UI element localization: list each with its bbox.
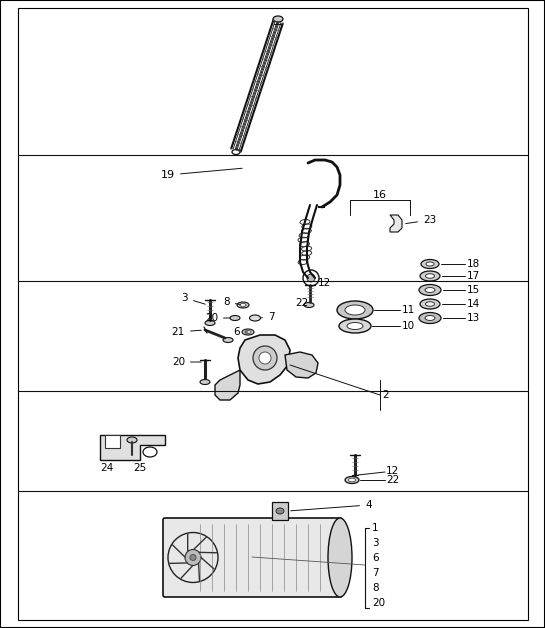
Polygon shape [390,215,402,232]
Ellipse shape [425,315,435,320]
Ellipse shape [127,437,137,443]
Ellipse shape [200,379,210,384]
Ellipse shape [245,330,251,333]
Text: 6: 6 [372,553,379,563]
Ellipse shape [425,288,435,293]
Text: 22: 22 [295,298,308,308]
Ellipse shape [242,329,254,335]
Text: 13: 13 [467,313,480,323]
Ellipse shape [419,284,441,296]
Ellipse shape [205,320,215,325]
Text: 7: 7 [261,312,275,322]
Text: 17: 17 [467,271,480,281]
Ellipse shape [304,303,314,308]
Text: 1: 1 [372,523,379,533]
Polygon shape [215,370,240,400]
Ellipse shape [223,337,233,342]
Text: 20: 20 [372,598,385,608]
Text: 8: 8 [372,583,379,593]
Ellipse shape [185,550,201,565]
Ellipse shape [420,271,440,281]
Ellipse shape [230,315,240,320]
Text: 14: 14 [467,299,480,309]
Ellipse shape [345,305,365,315]
Ellipse shape [337,301,373,319]
Ellipse shape [276,508,284,514]
Ellipse shape [237,302,249,308]
Ellipse shape [347,323,363,330]
Ellipse shape [303,270,319,286]
Bar [272,502,288,520]
Text: 25: 25 [133,463,146,473]
Ellipse shape [328,518,352,597]
Ellipse shape [143,447,157,457]
Polygon shape [285,352,318,378]
FancyBboxPatch shape [163,518,342,597]
Text: 20: 20 [205,313,230,323]
Text: 23: 23 [405,215,436,225]
Text: 16: 16 [373,190,387,200]
Text: 3: 3 [181,293,205,304]
Ellipse shape [190,555,196,561]
Text: 12: 12 [386,466,399,476]
Ellipse shape [250,315,261,321]
Ellipse shape [426,274,434,278]
Text: 15: 15 [467,285,480,295]
Text: 22: 22 [386,475,399,485]
Text: 7: 7 [372,568,379,578]
Text: 2: 2 [382,390,389,400]
Ellipse shape [232,149,240,154]
Ellipse shape [345,477,359,484]
Polygon shape [100,435,165,460]
Ellipse shape [339,319,371,333]
Ellipse shape [420,299,440,309]
Text: 19: 19 [161,168,242,180]
Text: 3: 3 [372,538,379,548]
Ellipse shape [259,352,271,364]
Text: 4: 4 [291,500,372,511]
Ellipse shape [307,274,315,282]
Text: 8: 8 [223,297,240,307]
Polygon shape [238,335,290,384]
Text: 24: 24 [100,463,113,473]
Text: 11: 11 [402,305,415,315]
Ellipse shape [421,259,439,269]
Text: 12: 12 [318,278,331,288]
Text: 18: 18 [467,259,480,269]
Text: 21: 21 [172,327,201,337]
Ellipse shape [426,301,434,306]
Text: 10: 10 [402,321,415,331]
Ellipse shape [253,346,277,370]
Text: 6: 6 [233,327,248,337]
Text: 20: 20 [172,357,201,367]
Polygon shape [105,435,120,448]
Ellipse shape [348,478,355,482]
Ellipse shape [419,313,441,323]
Ellipse shape [426,262,434,266]
Ellipse shape [240,303,246,306]
Ellipse shape [273,16,283,22]
